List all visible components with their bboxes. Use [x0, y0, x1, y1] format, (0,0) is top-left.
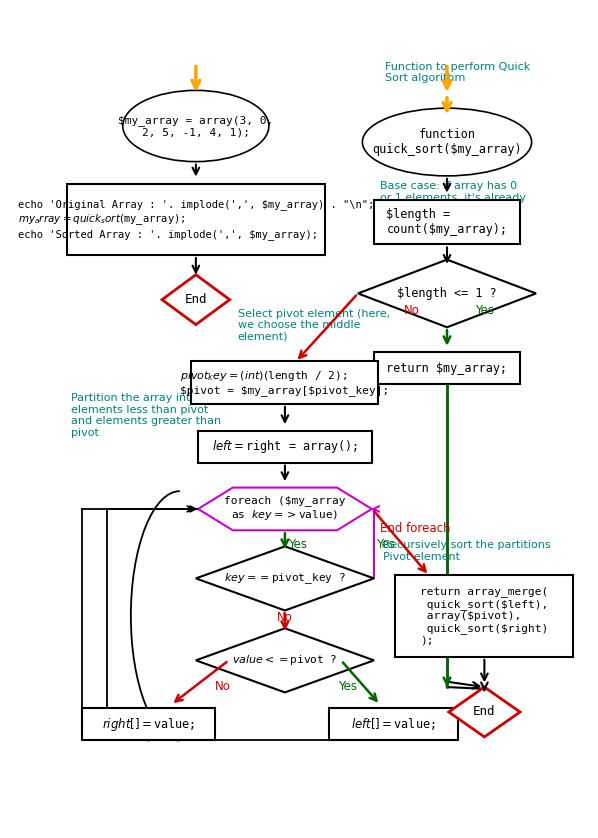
- Text: End: End: [185, 293, 207, 306]
- Text: Yes: Yes: [376, 538, 395, 551]
- Text: Yes: Yes: [475, 304, 494, 317]
- Text: Function to perform Quick
Sort algorithm: Function to perform Quick Sort algorithm: [385, 62, 530, 84]
- Polygon shape: [196, 628, 374, 692]
- Text: Select pivot element (here,
we choose the middle
element): Select pivot element (here, we choose th…: [238, 308, 390, 342]
- Text: echo 'Original Array : '. implode(',', $my_array) . "\n";
$my_array = quick_sort: echo 'Original Array : '. implode(',', $…: [18, 199, 374, 240]
- Text: return $my_array;: return $my_array;: [386, 362, 508, 375]
- Text: $left = $right = array();: $left = $right = array();: [212, 438, 358, 455]
- Text: foreach ($my_array
as $key => $value): foreach ($my_array as $key => $value): [224, 495, 346, 522]
- Text: Base case: if array has 0
or 1 elements, it's already
sorted: Base case: if array has 0 or 1 elements,…: [380, 181, 526, 215]
- Text: No: No: [277, 612, 293, 624]
- Polygon shape: [448, 687, 520, 737]
- Polygon shape: [162, 275, 230, 324]
- Text: $length =
count($my_array);: $length = count($my_array);: [386, 208, 508, 236]
- Polygon shape: [196, 546, 374, 610]
- Text: End foreach: End foreach: [380, 522, 451, 535]
- Bar: [374, 200, 520, 245]
- Text: return array_merge(
 quick_sort($left),
 array($pivot),
 quick_sort($right)
);: return array_merge( quick_sort($left), a…: [420, 587, 548, 645]
- Bar: [191, 361, 379, 404]
- Text: $length <= 1 ?: $length <= 1 ?: [397, 287, 497, 300]
- Text: No: No: [215, 680, 230, 693]
- Bar: [395, 575, 573, 657]
- Bar: [82, 708, 215, 741]
- Polygon shape: [198, 488, 372, 530]
- Polygon shape: [358, 260, 536, 328]
- Text: No: No: [404, 304, 419, 317]
- Bar: [67, 184, 325, 255]
- Text: End: End: [473, 706, 496, 718]
- Text: Yes: Yes: [288, 538, 307, 551]
- Text: Yes: Yes: [338, 680, 357, 693]
- Ellipse shape: [362, 108, 532, 176]
- Text: $pivot_key = (int)($length / 2);
$pivot = $my_array[$pivot_key];: $pivot_key = (int)($length / 2); $pivot …: [180, 370, 389, 396]
- Ellipse shape: [123, 91, 269, 162]
- Text: function
quick_sort($my_array): function quick_sort($my_array): [372, 128, 522, 156]
- Text: $right[] = $value;: $right[] = $value;: [102, 716, 195, 733]
- Text: Partition the array into
elements less than pivot
and elements greater than
pivo: Partition the array into elements less t…: [71, 393, 221, 438]
- Bar: [198, 431, 372, 463]
- Text: $left[] = $value;: $left[] = $value;: [352, 716, 436, 732]
- Text: Recursively sort the partitions
Pivot element: Recursively sort the partitions Pivot el…: [383, 541, 551, 561]
- Bar: [329, 708, 458, 741]
- Text: $key== $pivot_key ?: $key== $pivot_key ?: [224, 571, 346, 586]
- Text: $my_array = array(3, 0,
2, 5, -1, 4, 1);: $my_array = array(3, 0, 2, 5, -1, 4, 1);: [118, 115, 273, 137]
- Bar: [374, 352, 520, 385]
- Text: $value <= $pivot ?: $value <= $pivot ?: [232, 654, 338, 667]
